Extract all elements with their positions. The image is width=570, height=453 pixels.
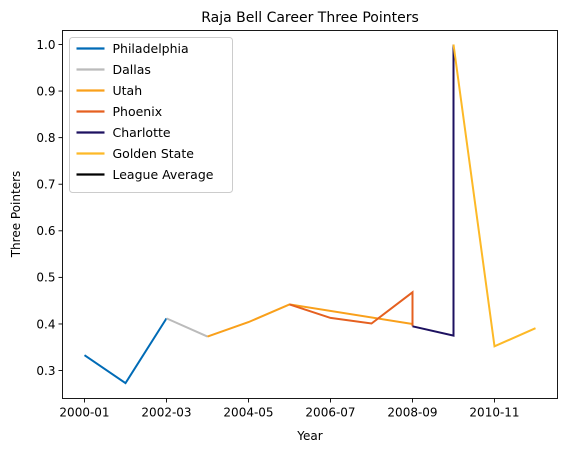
x-tick-label: 2002-03 [141,406,191,420]
legend-box [69,37,233,193]
y-tick-label: 1.0 [36,38,55,52]
x-axis: 2000-01 2002-03 2004-05 2006-07 2008-09 2010-… [59,398,520,420]
legend-label-charlotte: Charlotte [113,125,171,140]
series-line-golden-state [452,44,536,348]
y-tick-label: 0.5 [36,271,55,285]
legend-label-golden-state: Golden State [113,146,195,161]
y-tick-label: 0.4 [36,317,55,331]
legend-label-dallas: Dallas [113,62,151,77]
chart-title: Raja Bell Career Three Pointers [201,10,419,26]
x-tick-label: 2000-01 [59,406,109,420]
y-axis: 0.3 0.4 0.5 0.6 0.7 0.8 0.9 1.0 [36,38,63,378]
series-line-phoenix [289,290,414,327]
x-tick-label: 2004-05 [223,406,273,420]
y-tick-label: 0.7 [36,178,55,192]
plot-lines [83,44,536,385]
x-tick-label: 2010-11 [469,406,519,420]
x-tick-label: 2008-09 [387,406,437,420]
y-tick-label: 0.3 [36,364,55,378]
series-line-dallas [166,317,208,338]
y-axis-label: Three Pointers [9,171,23,259]
x-tick-label: 2006-07 [305,406,355,420]
legend-label-philadelphia: Philadelphia [113,41,189,56]
series-line-charlotte [412,44,455,337]
legend: Philadelphia Dallas Utah Phoenix Charlotte Go… [69,37,233,193]
series-line-utah [207,303,413,338]
legend-label-phoenix: Phoenix [113,104,163,119]
series-line-philadelphia [83,317,168,385]
y-tick-label: 0.8 [36,131,55,145]
y-tick-label: 0.6 [36,224,55,238]
legend-label-league-average: League Average [113,167,214,182]
plot-frame [62,30,558,399]
x-axis-label: Year [296,429,322,443]
y-tick-label: 0.9 [36,84,55,98]
legend-label-utah: Utah [113,83,143,98]
